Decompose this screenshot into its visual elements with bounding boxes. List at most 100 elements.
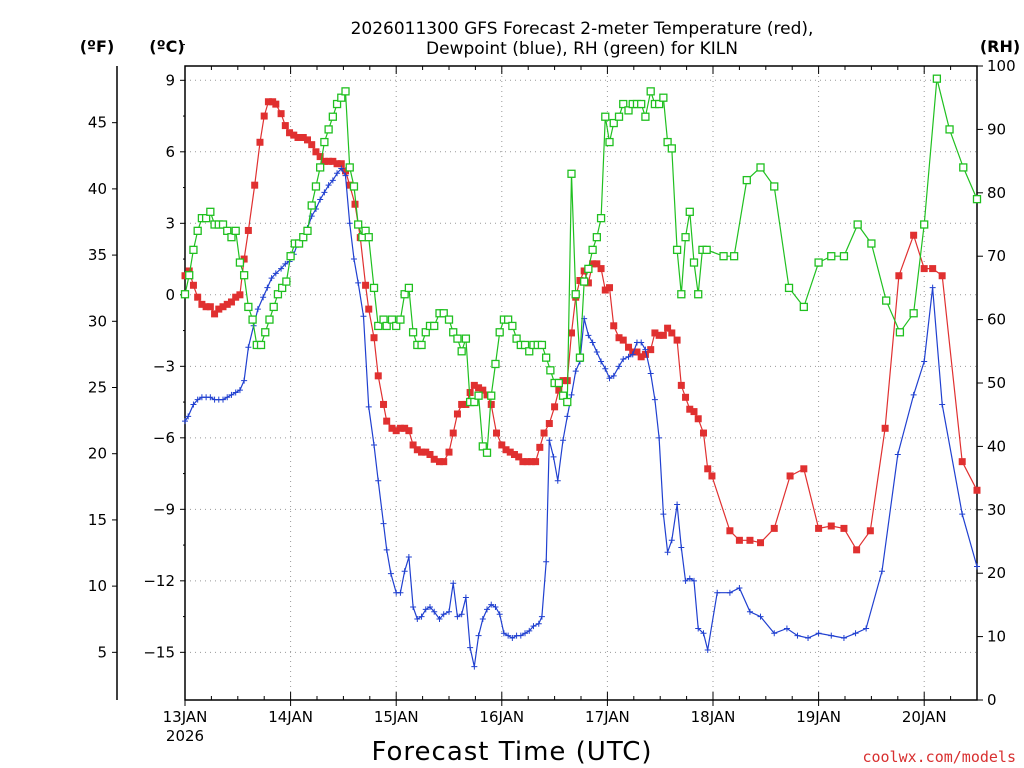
data-point-dewpoint bbox=[783, 625, 790, 632]
data-point-temp bbox=[466, 389, 474, 397]
data-point-temp bbox=[895, 272, 903, 280]
data-point-rh bbox=[563, 397, 572, 407]
data-point-rh bbox=[588, 245, 597, 255]
data-point-dewpoint bbox=[185, 413, 192, 420]
data-point-temp bbox=[584, 279, 592, 287]
data-point-rh bbox=[482, 448, 492, 457]
data-point-temp bbox=[299, 134, 307, 142]
data-point-dewpoint bbox=[568, 391, 575, 398]
data-point-dewpoint bbox=[260, 294, 267, 301]
data-point-temp bbox=[545, 420, 553, 428]
data-point-temp bbox=[312, 148, 320, 156]
data-point-temp bbox=[746, 536, 754, 544]
data-point-dewpoint bbox=[426, 604, 433, 611]
rh-tick-label: 30 bbox=[987, 501, 1006, 519]
data-point-dewpoint bbox=[678, 544, 685, 551]
data-point-dewpoint bbox=[365, 403, 372, 410]
data-point-dewpoint bbox=[496, 611, 503, 618]
data-point-rh bbox=[614, 112, 624, 121]
series-dewpoint bbox=[182, 165, 980, 670]
data-point-temp bbox=[827, 522, 835, 530]
data-point-temp bbox=[440, 458, 448, 466]
data-point-dewpoint bbox=[329, 177, 336, 184]
data-point-dewpoint bbox=[656, 434, 663, 441]
data-point-dewpoint bbox=[436, 615, 443, 622]
data-point-rh bbox=[495, 328, 504, 337]
data-point-rh bbox=[396, 315, 405, 324]
fahrenheit-tick-label: 30 bbox=[88, 312, 107, 330]
data-point-temp bbox=[567, 329, 575, 337]
data-point-dewpoint bbox=[642, 346, 649, 353]
data-point-rh bbox=[542, 353, 551, 362]
data-point-dewpoint bbox=[410, 604, 417, 611]
rh-tick-label: 100 bbox=[987, 57, 1016, 75]
data-point-rh bbox=[605, 137, 614, 147]
data-point-dewpoint bbox=[462, 594, 469, 601]
data-point-rh bbox=[694, 290, 703, 299]
data-point-dewpoint bbox=[342, 172, 349, 179]
data-point-temp bbox=[866, 527, 874, 535]
data-point-rh bbox=[349, 182, 359, 191]
data-point-rh bbox=[408, 328, 418, 337]
data-point-dewpoint bbox=[602, 365, 609, 372]
data-point-rh bbox=[932, 74, 942, 83]
data-point-temp bbox=[651, 329, 659, 337]
data-point-dewpoint bbox=[479, 615, 486, 622]
data-point-rh bbox=[218, 220, 228, 229]
x-tick-label: 15JAN bbox=[374, 708, 419, 726]
data-point-dewpoint bbox=[414, 615, 421, 622]
data-point-temp bbox=[580, 267, 588, 275]
data-point-temp bbox=[244, 226, 252, 234]
data-point-temp bbox=[735, 536, 743, 544]
data-point-rh bbox=[520, 340, 530, 350]
data-point-temp bbox=[396, 424, 404, 432]
data-point-rh bbox=[567, 169, 576, 178]
data-point-rh bbox=[853, 220, 862, 229]
data-point-rh bbox=[265, 315, 274, 324]
fahrenheit-tick-label: 5 bbox=[97, 643, 107, 661]
unit-celsius-label: (ºC) bbox=[149, 37, 184, 56]
data-point-temp bbox=[920, 265, 928, 273]
data-point-rh bbox=[770, 182, 779, 191]
data-point-temp bbox=[673, 336, 681, 344]
data-point-temp bbox=[668, 329, 676, 337]
data-point-dewpoint bbox=[272, 270, 279, 277]
data-point-dewpoint bbox=[387, 570, 394, 577]
data-point-dewpoint bbox=[726, 589, 733, 596]
data-point-rh bbox=[307, 201, 316, 210]
data-point-rh bbox=[867, 239, 876, 248]
data-point-temp bbox=[211, 310, 219, 318]
rh-tick-label: 50 bbox=[987, 374, 1006, 392]
data-point-rh bbox=[882, 296, 891, 305]
data-point-rh bbox=[244, 302, 253, 312]
series-rh bbox=[180, 74, 982, 457]
series-temperature bbox=[181, 98, 981, 554]
data-point-dewpoint bbox=[700, 630, 707, 637]
data-point-temp bbox=[637, 353, 645, 361]
data-point-temp bbox=[198, 300, 206, 308]
data-point-dewpoint bbox=[475, 632, 482, 639]
data-point-rh bbox=[457, 347, 466, 356]
data-point-rh bbox=[387, 315, 397, 324]
x-tick-label: 18JAN bbox=[691, 708, 736, 726]
data-point-dewpoint bbox=[397, 589, 404, 596]
data-point-rh bbox=[345, 163, 354, 172]
data-point-temp bbox=[206, 303, 214, 311]
data-point-temp bbox=[426, 451, 434, 459]
data-point-dewpoint bbox=[509, 635, 516, 642]
data-point-rh bbox=[909, 309, 918, 318]
data-point-dewpoint bbox=[543, 558, 550, 565]
data-point-temp bbox=[757, 539, 765, 547]
data-point-temp bbox=[316, 153, 324, 161]
data-point-dewpoint bbox=[894, 451, 901, 458]
data-point-dewpoint bbox=[593, 349, 600, 356]
data-point-rh bbox=[282, 277, 291, 286]
celsius-tick-label: 6 bbox=[165, 143, 175, 161]
data-point-rh bbox=[677, 290, 686, 299]
data-point-rh bbox=[546, 366, 555, 375]
data-point-temp bbox=[647, 346, 655, 354]
celsius-tick-label: 0 bbox=[165, 286, 175, 304]
data-point-temp bbox=[487, 400, 495, 408]
data-point-temp bbox=[853, 546, 861, 554]
rh-tick-label: 70 bbox=[987, 247, 1006, 265]
